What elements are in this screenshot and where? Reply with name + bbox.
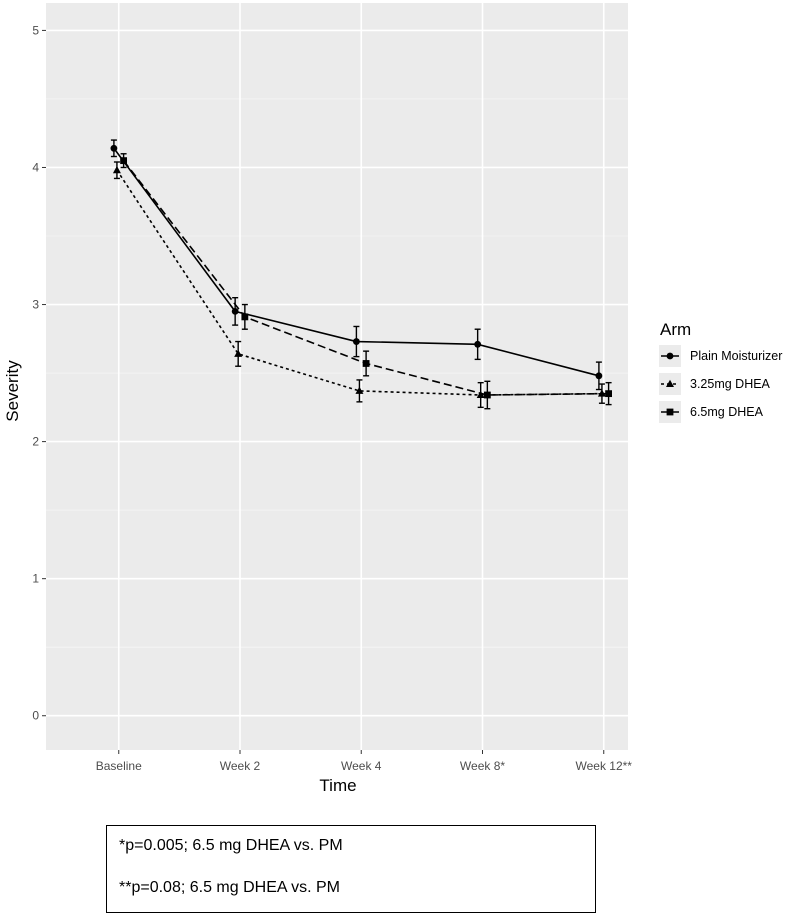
data-point bbox=[112, 165, 121, 174]
data-point bbox=[476, 390, 485, 399]
x-tick-label: Week 8* bbox=[460, 759, 505, 773]
y-axis-title: Severity bbox=[3, 360, 22, 422]
y-tick-label: 2 bbox=[32, 435, 39, 449]
data-point bbox=[483, 391, 491, 399]
y-tick-label: 4 bbox=[32, 160, 39, 174]
x-tick-label: Week 2 bbox=[220, 759, 261, 773]
data-point bbox=[110, 144, 118, 152]
data-point bbox=[605, 390, 612, 398]
y-tick-label: 3 bbox=[32, 298, 39, 312]
x-tick-label: Week 12** bbox=[576, 759, 633, 773]
y-tick-label: 1 bbox=[32, 572, 39, 586]
data-point bbox=[474, 340, 482, 348]
plot-panel bbox=[46, 3, 628, 750]
data-point bbox=[231, 307, 239, 315]
data-point bbox=[362, 360, 370, 367]
y-tick-label: 5 bbox=[32, 23, 39, 37]
data-point bbox=[355, 386, 364, 394]
y-tick-label: 0 bbox=[32, 709, 39, 723]
x-tick-label: Baseline bbox=[96, 759, 142, 773]
series-line-3-25mg-dhea bbox=[116, 169, 602, 396]
footnote-box: *p=0.005; 6.5 mg DHEA vs. PM **p=0.08; 6… bbox=[106, 825, 596, 913]
legend-label: 3.25mg DHEA bbox=[690, 377, 771, 391]
data-point bbox=[120, 157, 127, 165]
data-point bbox=[595, 372, 603, 380]
legend-label: 6.5mg DHEA bbox=[690, 405, 764, 419]
footnote-week12: **p=0.08; 6.5 mg DHEA vs. PM bbox=[119, 879, 340, 896]
footnote-week8: *p=0.005; 6.5 mg DHEA vs. PM bbox=[119, 837, 343, 854]
legend-title: Arm bbox=[660, 320, 691, 339]
data-point bbox=[353, 338, 360, 345]
severity-line-chart: 0 1 2 3 4 5 Baseline Week 2 Week 4 Week 8* Week 12… bbox=[3, 3, 800, 795]
legend-key-marker bbox=[666, 408, 674, 416]
data-point bbox=[241, 313, 249, 321]
x-tick-label: Week 4 bbox=[341, 759, 382, 773]
legend-label: Plain Moisturizer bbox=[690, 349, 782, 363]
series-3-25mg-dhea bbox=[112, 161, 606, 409]
legend: Arm Plain Moisturizer 3.25mg DHEA 6.5mg DH… bbox=[655, 312, 800, 432]
legend-key-marker bbox=[666, 352, 674, 360]
series-plain-moisturizer bbox=[110, 139, 603, 391]
x-axis-title: Time bbox=[319, 776, 356, 795]
series-6-5mg-dhea bbox=[120, 153, 612, 410]
legend-key-marker bbox=[666, 379, 674, 387]
data-point bbox=[234, 349, 243, 357]
